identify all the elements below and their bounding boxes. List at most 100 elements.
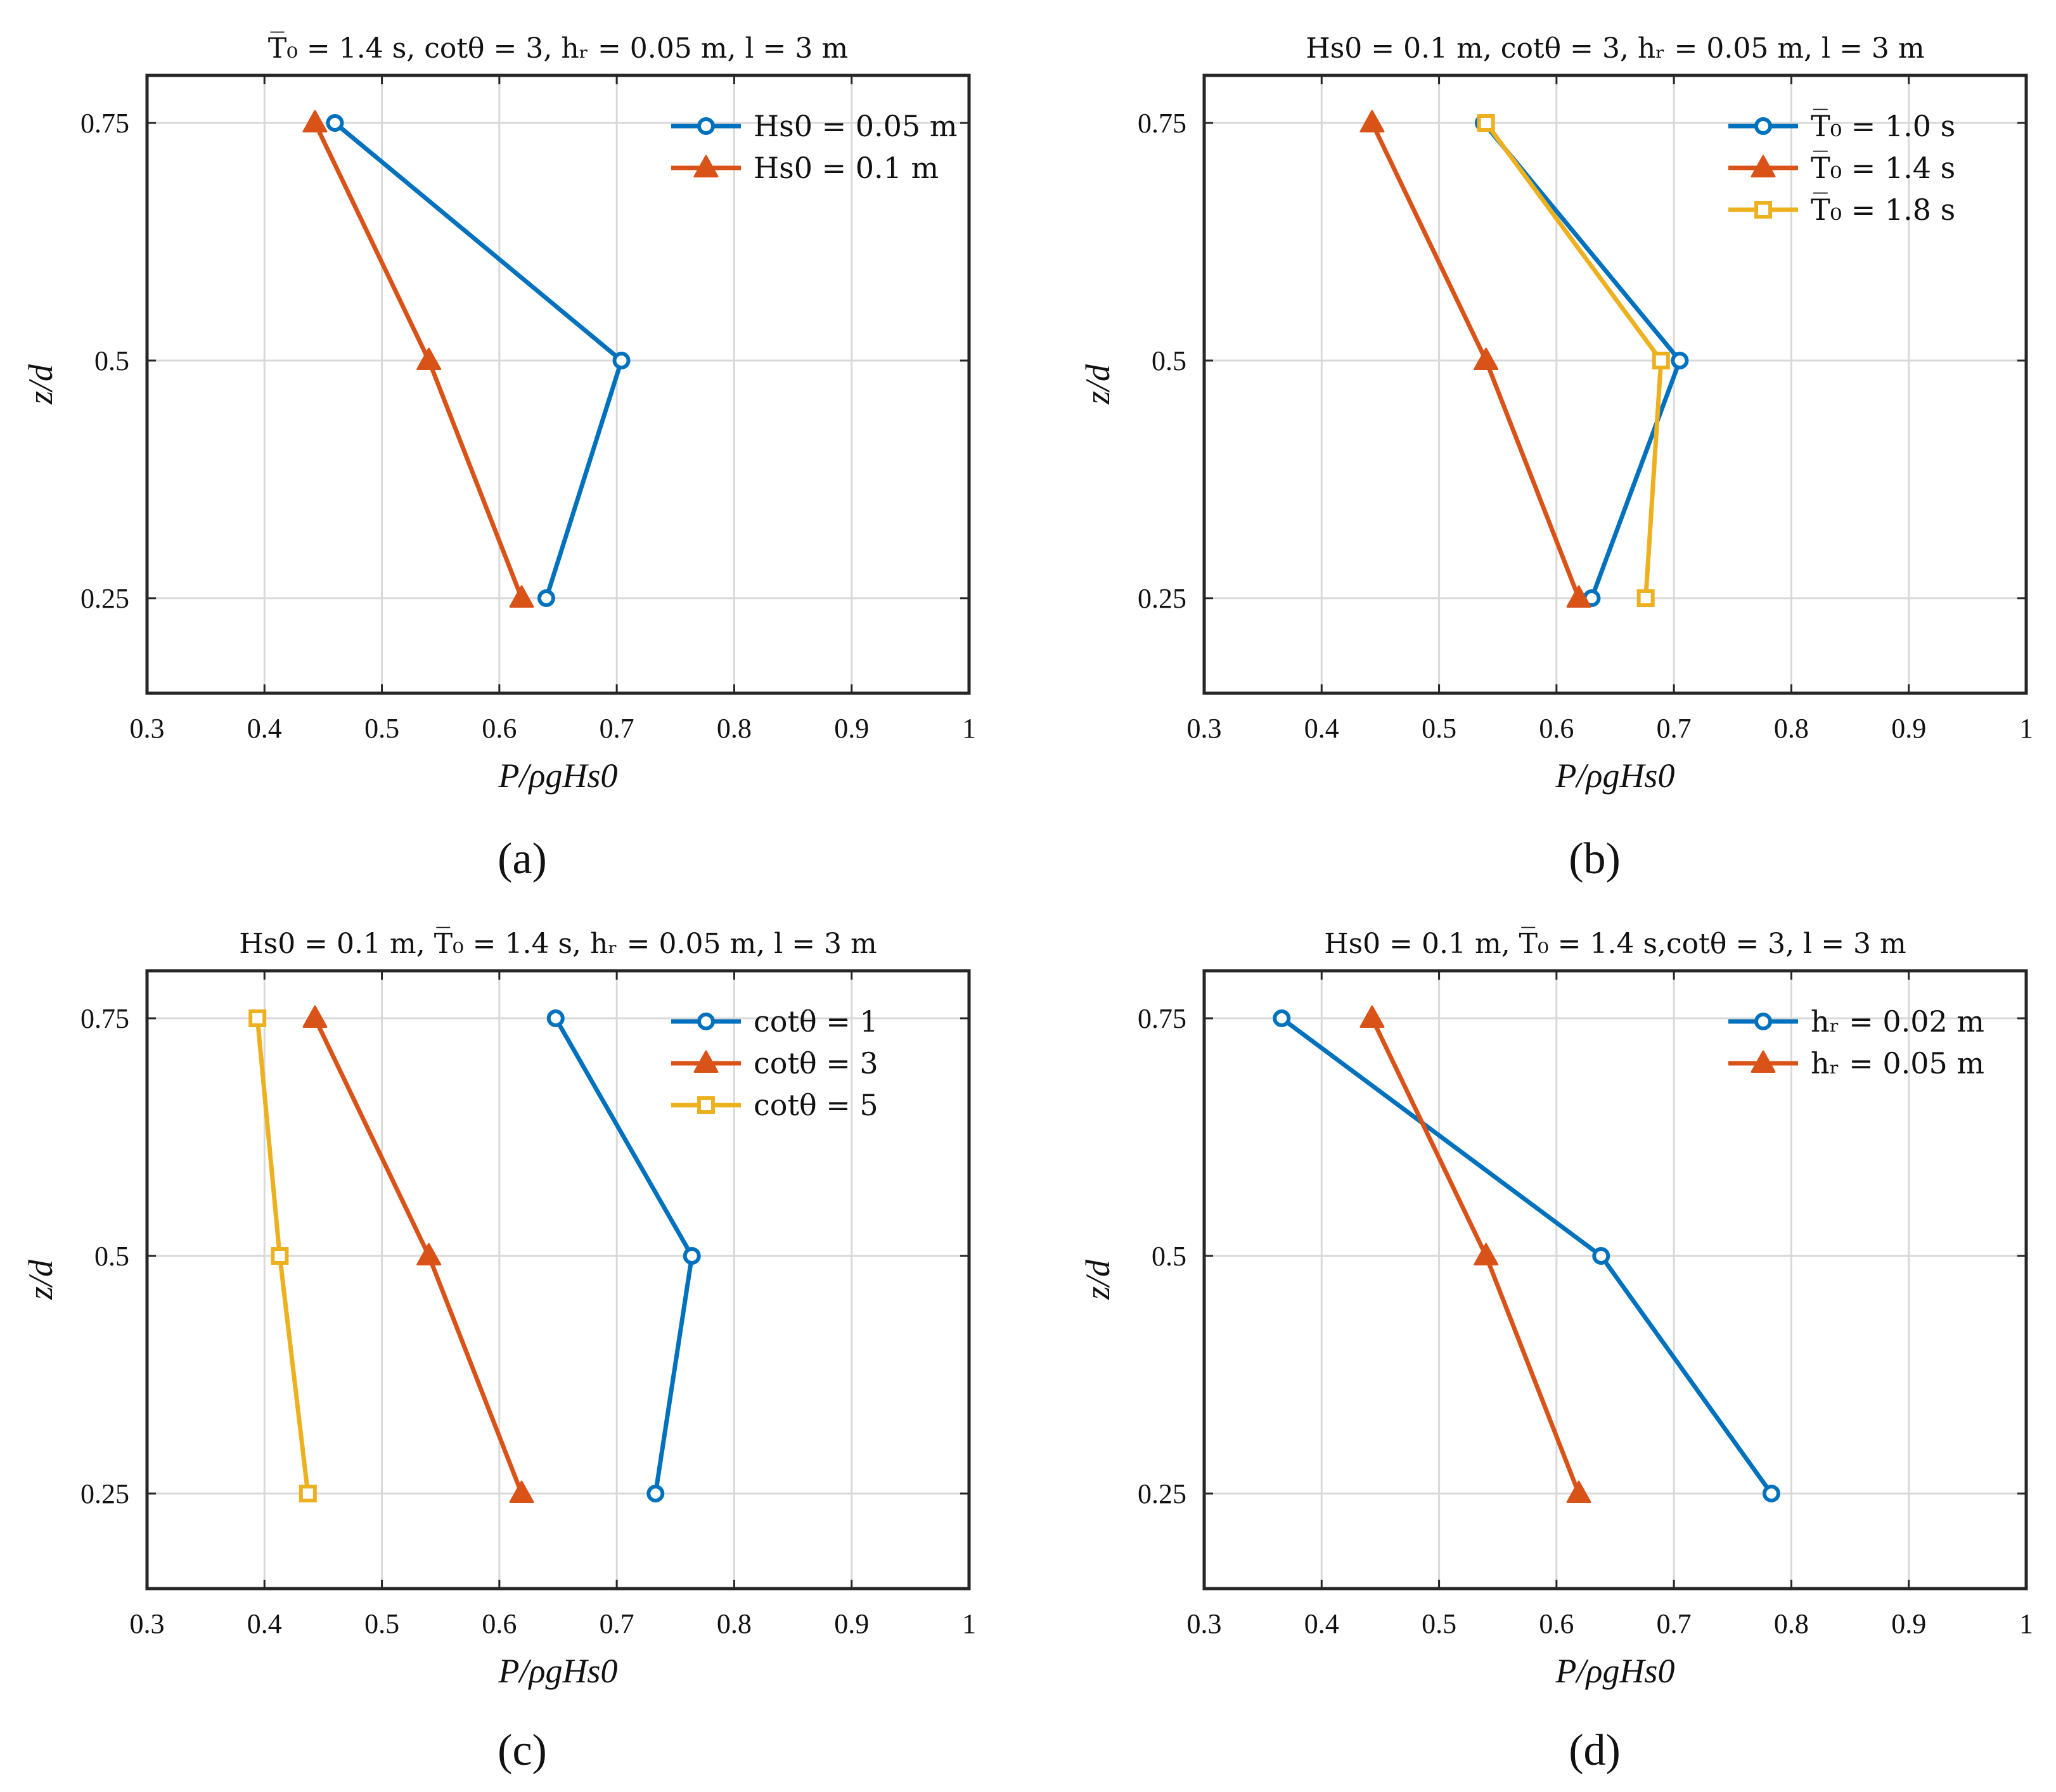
- y-tick-label: 0.75: [80, 1003, 129, 1034]
- legend: T̅₀ = 1.0 s T̅₀ = 1.4 s T̅₀ = 1.8 s: [1728, 108, 1955, 227]
- x-tick-label: 0.4: [1304, 713, 1339, 744]
- data-point: [1273, 1009, 1291, 1027]
- data-point: [683, 1247, 701, 1265]
- plot-frame: [145, 74, 971, 695]
- y-tick-label: 0.75: [80, 108, 129, 139]
- chart-title: Hs0 = 0.1 m, cotθ = 3, hᵣ = 0.05 m, l = …: [1306, 32, 1924, 65]
- legend-marker: [1751, 1050, 1776, 1073]
- series-1: [326, 114, 631, 607]
- x-tick-label: 0.6: [482, 713, 517, 744]
- y-tick-label: 0.25: [80, 1478, 129, 1509]
- x-tick-label: 0.3: [130, 713, 165, 744]
- data-point: [1652, 352, 1670, 369]
- x-tick-label: 0.6: [1539, 713, 1574, 744]
- data-point: [248, 1009, 267, 1027]
- data-point: [1566, 1480, 1591, 1503]
- legend-entry: cotθ = 5: [754, 1088, 878, 1122]
- chart-panel-4: 0.3 0.4 0.5 0.6 0.7 0.8 0.9 1 0.25 0.5 0.75 hᵣ = 0.…: [1079, 926, 2033, 1775]
- data-point: [1359, 1005, 1385, 1028]
- y-axis-label: z/d: [22, 364, 60, 405]
- x-tick-label: 0.5: [1422, 1608, 1456, 1639]
- legend-marker: [697, 1013, 715, 1030]
- data-point: [612, 352, 631, 369]
- y-tick-label: 0.5: [1152, 1241, 1186, 1272]
- data-point: [1474, 1243, 1499, 1265]
- x-tick-label: 0.4: [1304, 1608, 1339, 1639]
- x-tick-label: 0.4: [247, 713, 282, 744]
- y-tick-label: 0.25: [80, 583, 129, 614]
- x-tick-label: 0.5: [1422, 713, 1456, 744]
- legend-entry: T̅₀ = 1.4 s: [1811, 150, 1955, 185]
- chart-panel-3: 0.3 0.4 0.5 0.6 0.7 0.8 0.9 1 0.25 0.5 0.75 cotθ = …: [22, 926, 976, 1775]
- y-axis-label: z/d: [1079, 1259, 1117, 1300]
- x-tick-label: 0.3: [1187, 713, 1222, 744]
- series-2: [1359, 110, 1591, 608]
- x-tick-label: 0.7: [600, 713, 634, 744]
- x-tick-label: 0.9: [834, 1608, 869, 1639]
- data-point: [509, 585, 534, 608]
- data-point: [1359, 110, 1385, 132]
- x-tick-label: 0.9: [1891, 1608, 1926, 1639]
- x-tick-label: 1: [2019, 713, 2033, 744]
- panel-label: (b): [1569, 835, 1621, 883]
- legend: hᵣ = 0.02 m hᵣ = 0.05 m: [1728, 1004, 1984, 1080]
- data-point: [1592, 1247, 1610, 1265]
- x-tick-label: 0.5: [364, 713, 399, 744]
- legend: Hs0 = 0.05 m Hs0 = 0.1 m: [671, 109, 957, 185]
- data-point: [271, 1247, 289, 1265]
- chart-title: Hs0 = 0.1 m, T̅₀ = 1.4 s, hᵣ = 0.05 m, l…: [239, 926, 877, 960]
- x-tick-label: 0.3: [130, 1608, 165, 1639]
- data-point: [416, 1243, 442, 1265]
- chart-title: T̅₀ = 1.4 s, cotθ = 3, hᵣ = 0.05 m, l = …: [268, 31, 848, 65]
- series-2: [1359, 1005, 1591, 1503]
- x-tick-label: 1: [962, 1608, 976, 1639]
- data-point: [646, 1485, 665, 1502]
- data-point: [326, 114, 344, 132]
- data-point: [302, 110, 328, 132]
- x-tick-label: 0.8: [1774, 713, 1809, 744]
- data-point: [537, 589, 555, 607]
- series-3: [248, 1009, 317, 1502]
- legend-entry: cotθ = 3: [754, 1046, 878, 1080]
- panel-label: (c): [498, 1726, 547, 1775]
- legend-entry: Hs0 = 0.05 m: [754, 109, 957, 143]
- x-tick-label: 0.6: [1539, 1608, 1574, 1639]
- x-axis-label: P/ρgHs0: [498, 757, 618, 795]
- chart-panel-2: 0.3 0.4 0.5 0.6 0.7 0.8 0.9 1 0.25 0.5 0.75 T̅₀ = 1…: [1079, 32, 2033, 883]
- x-tick-label: 0.7: [1657, 1608, 1692, 1639]
- y-tick-label: 0.5: [1152, 345, 1186, 376]
- series-3: [1477, 114, 1670, 607]
- chart-panel-1: 0.3 0.4 0.5 0.6 0.7 0.8 0.9 1 0.25 0.5 0.75 Hs0 = 0…: [22, 31, 976, 883]
- y-axis-label: z/d: [22, 1259, 60, 1300]
- y-tick-label: 0.5: [94, 1241, 129, 1272]
- legend-entry: cotθ = 1: [754, 1004, 878, 1039]
- data-point: [1477, 114, 1495, 132]
- data-point: [302, 1005, 328, 1028]
- y-tick-label: 0.5: [94, 345, 129, 376]
- y-tick-label: 0.75: [1138, 1003, 1186, 1034]
- legend-marker: [1751, 155, 1776, 177]
- legend-marker: [1754, 201, 1772, 219]
- data-point: [299, 1485, 317, 1502]
- x-tick-label: 1: [2019, 1608, 2033, 1639]
- x-tick-label: 0.3: [1187, 1608, 1222, 1639]
- series-2: [302, 1005, 534, 1503]
- legend-marker: [697, 1096, 715, 1114]
- legend-marker: [693, 155, 719, 177]
- x-tick-label: 0.4: [247, 1608, 282, 1639]
- data-point: [1474, 347, 1499, 370]
- y-tick-label: 0.25: [1138, 1478, 1186, 1509]
- legend-entry: hᵣ = 0.05 m: [1811, 1046, 1984, 1080]
- x-tick-label: 0.7: [1657, 713, 1692, 744]
- legend-entry: T̅₀ = 1.8 s: [1811, 192, 1955, 227]
- legend-entry: hᵣ = 0.02 m: [1811, 1004, 1984, 1039]
- x-tick-label: 0.8: [1774, 1608, 1809, 1639]
- legend-entry: T̅₀ = 1.0 s: [1811, 108, 1955, 143]
- x-axis-label: P/ρgHs0: [1555, 757, 1675, 795]
- series-2: [302, 110, 534, 608]
- x-tick-label: 0.7: [600, 1608, 634, 1639]
- plot-area: [1204, 971, 2026, 1589]
- data-point: [416, 347, 442, 370]
- panel-label: (d): [1569, 1726, 1621, 1775]
